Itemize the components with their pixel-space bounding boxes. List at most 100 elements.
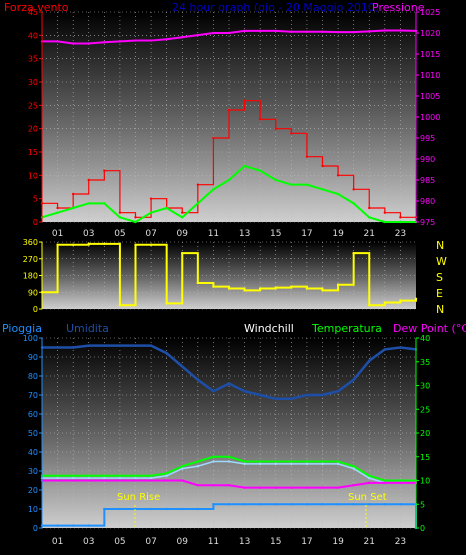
- x-tick-label: 05: [114, 229, 125, 239]
- humidity-line-point: [103, 344, 106, 347]
- wind-gust-line-point: [383, 220, 387, 224]
- humidity-line-point: [87, 344, 90, 347]
- wind-direction-line-point: [134, 243, 137, 246]
- axis-tick-label: 80: [28, 372, 38, 381]
- axis-tick-label: 20: [28, 125, 38, 134]
- wind-gust-line-point: [243, 164, 246, 168]
- rain-line-point: [212, 503, 215, 506]
- humidity-line-point: [399, 346, 402, 349]
- wind-x-axis: 01 03 05 07 09 11 13 15 17 19 21 23: [52, 229, 406, 239]
- wind-speed-line-point: [243, 99, 246, 102]
- dewpoint-line-point: [321, 486, 324, 489]
- rain-line-point: [181, 507, 184, 511]
- wind-gust-line-point: [149, 211, 153, 214]
- dewpoint-line-point: [336, 486, 340, 489]
- wind-speed-line-point: [352, 188, 355, 191]
- axis-tick-label: 980: [420, 197, 435, 206]
- axis-tick-label: 10: [28, 171, 38, 180]
- x-tick-label: 15: [270, 537, 281, 547]
- pressure-line-point: [243, 29, 246, 33]
- humidity-line-point: [368, 359, 371, 362]
- axis-tick-label: 15: [28, 148, 38, 157]
- wind-direction-line-point: [71, 243, 75, 246]
- axis-tick-label: 0: [33, 218, 38, 227]
- rain-title: Pioggia: [2, 322, 42, 335]
- windchill-line-point: [134, 476, 137, 480]
- wind-gust-line-point: [399, 220, 402, 224]
- axis-tick-label: 995: [420, 134, 435, 143]
- axis-tick-label: 1000: [420, 113, 440, 122]
- humidity-line-point: [258, 393, 262, 397]
- wind-gust-line-point: [118, 216, 122, 219]
- temperature-title: Temperatura: [311, 322, 382, 335]
- pressure-line-point: [134, 39, 137, 42]
- dewpoint-line-point: [149, 479, 153, 482]
- x-tick-label: 09: [177, 537, 189, 547]
- pressure-line-point: [383, 29, 387, 32]
- pressure-line-point: [165, 38, 168, 41]
- x-tick-label: 19: [332, 229, 344, 239]
- wind-direction-line-point: [290, 285, 293, 288]
- windchill-line-point: [305, 462, 309, 466]
- wind-speed-line-point: [56, 206, 59, 210]
- temperature-line-point: [181, 465, 184, 468]
- axis-tick-label: 45: [28, 8, 38, 17]
- wind-direction-line-point: [258, 287, 262, 290]
- compass-label-n2: N: [436, 303, 444, 316]
- temperature-line-point: [243, 460, 246, 463]
- compass-labels: N W S E N: [436, 239, 447, 316]
- axis-tick-label: 40: [28, 448, 38, 457]
- dewpoint-line-point: [181, 479, 184, 482]
- x-tick-label: 05: [114, 537, 125, 547]
- axis-tick-label: 1015: [420, 50, 440, 59]
- wind-speed-line-point: [134, 216, 137, 219]
- windchill-line-point: [321, 462, 324, 466]
- x-tick-label: 15: [270, 229, 281, 239]
- temperature-line-point: [274, 460, 277, 463]
- axis-tick-label: 180: [23, 272, 38, 281]
- wind-direction-line-point: [383, 301, 387, 304]
- windchill-line-point: [181, 467, 184, 470]
- pressure-line-point: [290, 30, 293, 33]
- wind-speed-line-point: [196, 183, 200, 186]
- wind-speed-line-point: [227, 108, 231, 112]
- rain-line-point: [258, 503, 262, 506]
- wind-speed-line: [42, 100, 416, 218]
- rain-line-point: [336, 503, 340, 506]
- wind-gust-line-point: [196, 202, 200, 205]
- x-tick-label: 21: [364, 537, 375, 547]
- axis-tick-label: 20: [28, 486, 38, 495]
- rain-line-point: [243, 503, 246, 506]
- pressure-line-point: [87, 42, 90, 45]
- axis-tick-label: 10: [28, 505, 38, 514]
- humidity-line-point: [181, 365, 184, 368]
- axis-tick-label: 5: [33, 195, 38, 204]
- rain-line-point: [368, 503, 371, 506]
- rain-line-point: [87, 524, 90, 527]
- temperature-line-point: [118, 474, 122, 477]
- pressure-line-point: [118, 40, 122, 43]
- rain-line-point: [274, 503, 277, 506]
- temperature-line-point: [258, 460, 262, 463]
- humidity-line-point: [56, 346, 59, 349]
- windchill-line-point: [368, 476, 371, 480]
- dewpoint-line-point: [227, 484, 231, 487]
- wind-direction-line-point: [103, 242, 106, 246]
- rain-line-point: [196, 507, 200, 511]
- pressure-line-point: [352, 30, 355, 34]
- temperature-line-point: [321, 460, 324, 463]
- x-tick-label: 11: [208, 229, 219, 239]
- dewpoint-line-point: [165, 479, 168, 482]
- axis-tick-label: 70: [28, 391, 38, 400]
- axis-tick-label: 975: [420, 218, 435, 227]
- direction-y-axis: 0 90 180 270 360: [23, 238, 43, 314]
- wind-speed-line-point: [368, 206, 371, 210]
- wind-direction-line-point: [399, 299, 402, 302]
- wind-gust-line-point: [87, 202, 90, 205]
- windchill-line-point: [56, 476, 59, 480]
- humidity-line-point: [71, 346, 75, 349]
- wind-speed-line-point: [383, 211, 387, 214]
- wind-speed-line-point: [118, 211, 122, 214]
- wind-speed-line-point: [212, 136, 215, 140]
- axis-tick-label: 35: [28, 55, 38, 64]
